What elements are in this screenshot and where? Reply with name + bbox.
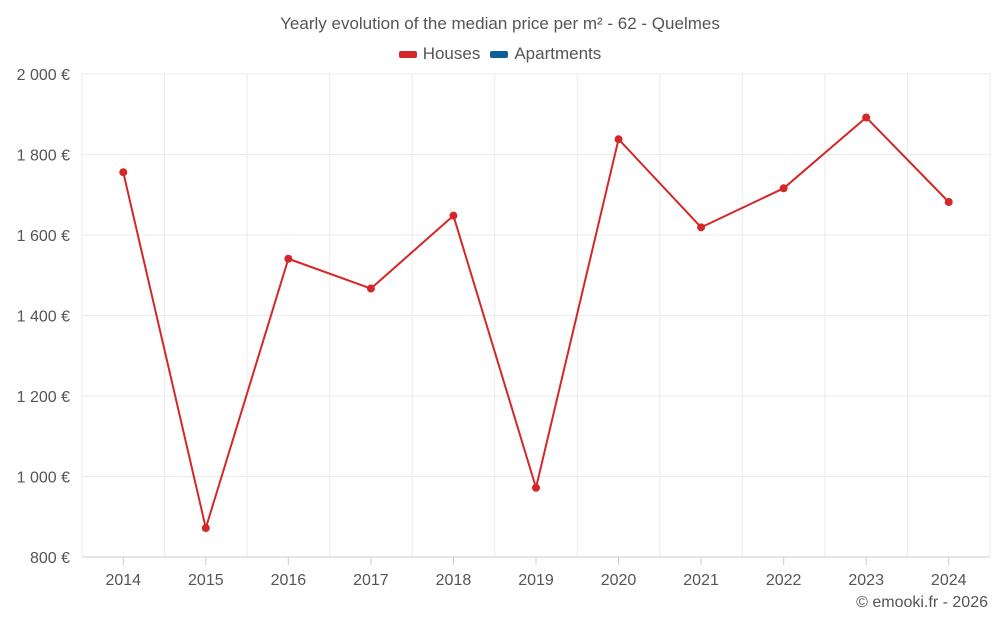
x-tick-label: 2016 [271, 572, 307, 589]
y-tick-label: 1 600 € [17, 228, 70, 245]
chart-title: Yearly evolution of the median price per… [280, 14, 720, 33]
y-tick-label: 1 400 € [17, 309, 70, 326]
data-point-houses [284, 254, 293, 263]
chart-legend: Houses Apartments [0, 44, 1000, 64]
x-tick-label: 2021 [683, 572, 719, 589]
data-point-houses [697, 223, 706, 232]
legend-swatch-houses [398, 50, 417, 58]
legend-item-apartments[interactable]: Apartments [490, 44, 601, 64]
copyright-text: © emooki.fr - 2026 [856, 594, 988, 611]
y-tick-label: 2 000 € [17, 67, 70, 84]
x-tick-label: 2018 [436, 572, 472, 589]
data-point-houses [944, 197, 953, 206]
data-point-houses [201, 524, 210, 533]
y-tick-label: 1 200 € [17, 389, 70, 406]
data-point-houses [862, 113, 871, 122]
legend-label-houses: Houses [422, 44, 481, 63]
y-tick-label: 1 800 € [17, 148, 70, 165]
x-tick-label: 2015 [188, 572, 224, 589]
x-tick-label: 2014 [105, 572, 141, 589]
x-tick-label: 2019 [518, 572, 554, 589]
legend-item-houses[interactable]: Houses [398, 44, 481, 64]
legend-label-apartments: Apartments [514, 44, 602, 63]
legend-swatch-apartments [490, 50, 509, 58]
y-tick-label: 1 000 € [17, 470, 70, 487]
data-point-houses [119, 168, 128, 177]
data-point-houses [614, 135, 623, 144]
x-tick-label: 2024 [931, 572, 967, 589]
x-tick-label: 2023 [848, 572, 884, 589]
data-point-houses [779, 184, 788, 193]
x-tick-label: 2017 [353, 572, 389, 589]
y-tick-label: 800 € [30, 550, 70, 567]
data-point-houses [366, 284, 375, 293]
data-point-houses [449, 211, 458, 220]
x-tick-label: 2022 [766, 572, 802, 589]
x-tick-label: 2020 [601, 572, 637, 589]
data-point-houses [532, 483, 540, 492]
